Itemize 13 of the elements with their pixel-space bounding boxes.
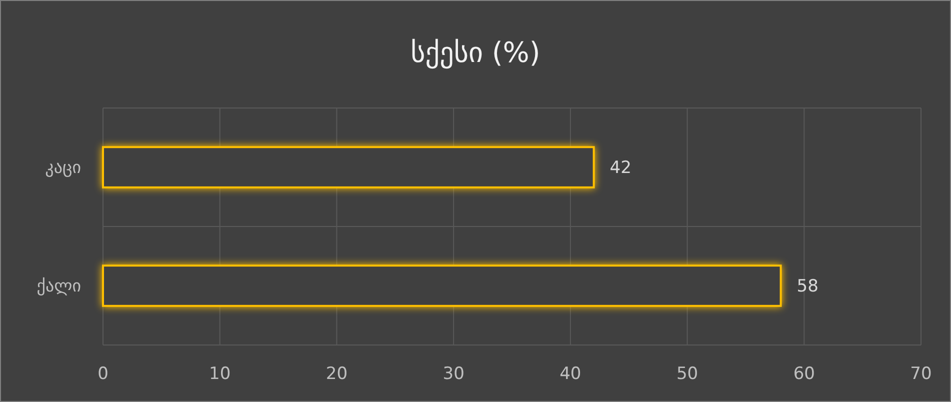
x-tick-label: 10 [209, 364, 231, 384]
x-tick-label: 50 [676, 364, 698, 384]
x-tick-label: 0 [98, 364, 108, 384]
y-tick-label: ქალი [36, 276, 81, 297]
x-tick-label: 30 [442, 364, 464, 384]
x-tick-label: 40 [560, 364, 582, 384]
x-tick-label: 60 [793, 364, 815, 384]
chart-title: სქესი (%) [410, 36, 540, 69]
data-label: 58 [796, 276, 818, 297]
x-tick-label: 20 [326, 364, 348, 384]
data-label: 42 [610, 158, 632, 178]
x-tick-label: 70 [910, 364, 932, 384]
y-tick-label: კაცი [45, 158, 81, 178]
